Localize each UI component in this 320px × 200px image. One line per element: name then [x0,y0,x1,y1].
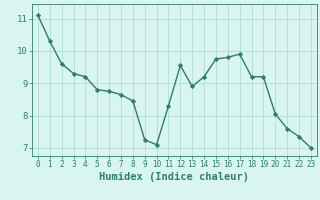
X-axis label: Humidex (Indice chaleur): Humidex (Indice chaleur) [100,172,249,182]
